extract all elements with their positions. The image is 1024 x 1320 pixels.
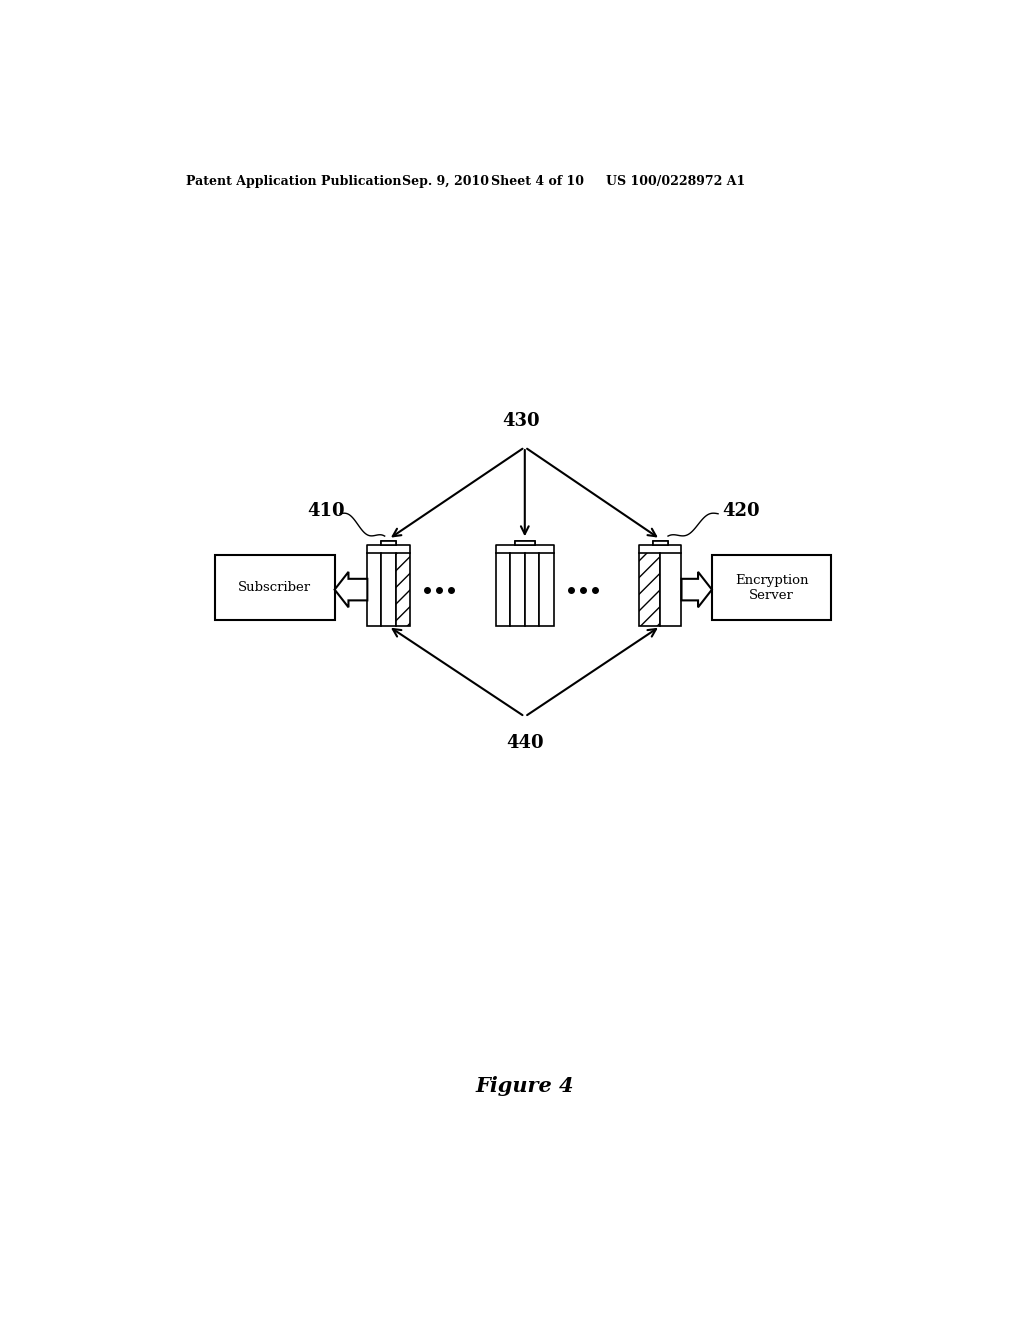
Bar: [540, 553, 554, 626]
Bar: [381, 541, 396, 545]
Bar: [515, 541, 535, 545]
FancyArrow shape: [335, 572, 368, 607]
Bar: [712, 554, 831, 620]
Text: Patent Application Publication: Patent Application Publication: [186, 176, 401, 187]
Text: 430: 430: [502, 412, 540, 430]
Bar: [524, 553, 540, 626]
Text: Subscriber: Subscriber: [239, 581, 311, 594]
Text: Sheet 4 of 10: Sheet 4 of 10: [490, 176, 584, 187]
Bar: [510, 553, 524, 626]
Text: 440: 440: [506, 734, 544, 751]
Bar: [660, 553, 682, 626]
Bar: [382, 553, 395, 626]
Text: Sep. 9, 2010: Sep. 9, 2010: [401, 176, 488, 187]
Text: US 100/0228972 A1: US 100/0228972 A1: [606, 176, 745, 187]
Bar: [653, 541, 668, 545]
FancyArrow shape: [682, 572, 712, 607]
Bar: [639, 553, 660, 626]
Text: Encryption
Server: Encryption Server: [735, 574, 808, 602]
Bar: [496, 553, 510, 626]
Bar: [395, 553, 410, 626]
Text: 410: 410: [307, 502, 345, 520]
Bar: [215, 554, 335, 620]
Text: 420: 420: [722, 502, 760, 520]
Bar: [368, 553, 382, 626]
Text: Figure 4: Figure 4: [475, 1076, 574, 1096]
